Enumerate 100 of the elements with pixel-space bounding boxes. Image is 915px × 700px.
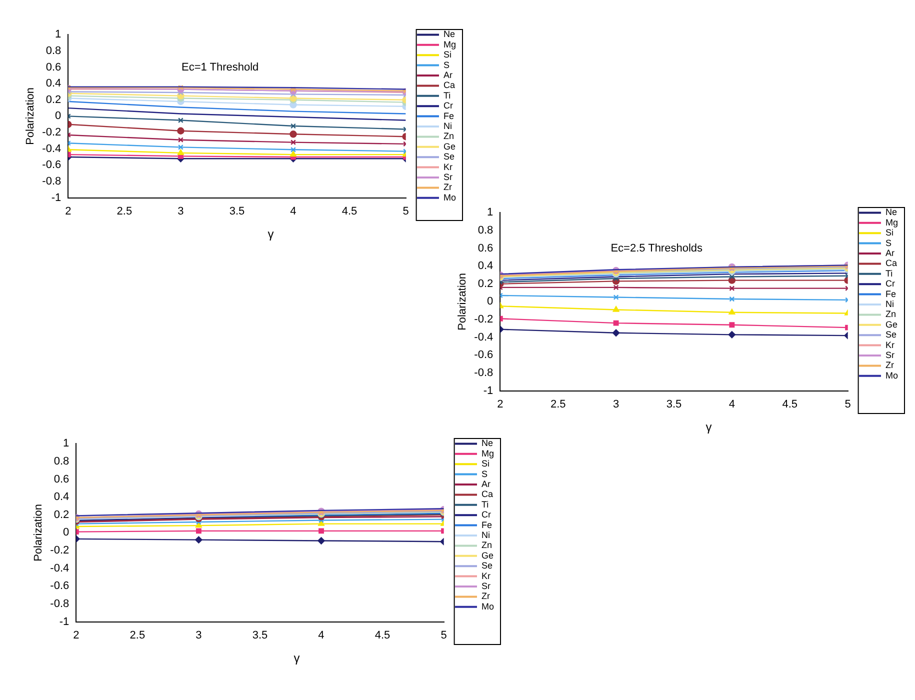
- legend-label: Ca: [444, 80, 456, 90]
- legend-label: Ar: [886, 248, 894, 258]
- legend-label: Ne: [886, 207, 898, 218]
- legend-label: Se: [886, 330, 897, 340]
- legend-label: S: [482, 468, 488, 479]
- x-axis-title: γ: [266, 227, 275, 241]
- x-tick-label: 3.5: [666, 398, 682, 410]
- y-tick-label: -0.2: [50, 544, 70, 557]
- legend-label: Si: [444, 50, 452, 60]
- legend-label: S: [444, 60, 450, 70]
- x-tick-label: 3: [612, 398, 620, 410]
- x-tick-label: 5: [402, 205, 409, 218]
- legend-label: Cr: [886, 278, 895, 289]
- x-tick-label: 5: [844, 398, 851, 410]
- legend-label: Mg: [482, 448, 494, 458]
- x-tick-label: 4: [728, 398, 735, 410]
- legend-label: Se: [444, 152, 455, 162]
- y-tick-label: 0: [63, 526, 70, 539]
- text: Ec=2.5 Thresholds: [610, 242, 704, 254]
- legend-label: Ni: [886, 298, 894, 309]
- y-axis-title: Polarization: [32, 504, 45, 562]
- legend-label: Ar: [444, 70, 452, 80]
- x-tick-label: 2: [497, 398, 504, 410]
- legend-label: Ca: [482, 489, 494, 500]
- x-tick-label: 2.5: [130, 629, 146, 642]
- legend-label: Ne: [482, 438, 494, 448]
- y-tick-label: 0: [487, 296, 494, 308]
- y-tick-label: -0.8: [50, 598, 70, 610]
- x-axis-title: γ: [292, 651, 301, 665]
- y-tick-label: -0.4: [42, 142, 62, 155]
- legend-label: Sr: [444, 172, 452, 182]
- legend-label: Ge: [482, 550, 494, 560]
- y-tick-label: -0.6: [42, 159, 62, 172]
- legend-label: Ge: [886, 319, 898, 330]
- y-tick-label: 1: [63, 438, 70, 450]
- y-tick-label: 0.2: [46, 94, 62, 106]
- x-tick-label: 4: [290, 205, 296, 218]
- y-tick-label: 0.4: [478, 260, 494, 272]
- legend-label: Zn: [444, 131, 454, 142]
- x-tick-label: 4: [318, 629, 324, 642]
- y-tick-label: 0.4: [46, 78, 62, 90]
- y-tick-label: 0.6: [46, 61, 62, 74]
- x-tick-label: 3: [178, 205, 184, 218]
- text: Ec=1 Threshold: [182, 61, 259, 74]
- legend-label: Si: [886, 228, 894, 238]
- y-tick-label: -1: [483, 384, 494, 397]
- x-tick-label: 4.5: [782, 398, 798, 410]
- x-tick-label: 4.5: [342, 205, 358, 218]
- y-axis-title: Polarization: [24, 87, 37, 145]
- legend-label: Ni: [444, 120, 452, 131]
- legend-label: Sr: [886, 350, 894, 360]
- x-tick-label: 4.5: [374, 629, 390, 642]
- legend-label: Si: [482, 458, 490, 469]
- y-tick-label: -0.4: [474, 331, 494, 344]
- x-tick-label: 2: [73, 629, 80, 642]
- legend-label: Zr: [886, 360, 894, 370]
- x-tick-label: 2: [65, 205, 72, 218]
- y-tick-label: -0.6: [50, 580, 70, 592]
- legend-label: Mg: [444, 39, 456, 50]
- legend-label: Ti: [886, 268, 893, 278]
- legend-label: Sr: [482, 580, 490, 591]
- legend-label: Zr: [482, 591, 490, 602]
- y-tick-label: 0.8: [46, 44, 62, 57]
- x-tick-label: 2.5: [550, 398, 566, 410]
- x-tick-label: 2.5: [116, 205, 132, 218]
- y-tick-label: 0.6: [478, 242, 494, 254]
- legend-label: Mg: [886, 217, 898, 228]
- legend-label: Ni: [482, 530, 490, 540]
- y-tick-label: 0.2: [54, 508, 70, 521]
- y-tick-label: -0.8: [42, 176, 62, 188]
- x-tick-label: 3: [196, 629, 202, 642]
- y-tick-label: -0.6: [474, 349, 494, 362]
- y-tick-label: -0.2: [42, 126, 62, 139]
- legend-label: Kr: [444, 162, 452, 172]
- y-tick-label: 0.8: [54, 455, 70, 468]
- legend-label: Kr: [886, 340, 894, 350]
- y-tick-label: 0.2: [478, 278, 494, 290]
- legend-label: Ge: [444, 141, 456, 152]
- legend-label: Ti: [482, 499, 489, 510]
- y-tick-label: -1: [59, 616, 70, 628]
- y-tick-label: 0: [55, 110, 62, 122]
- legend-label: Zr: [444, 182, 452, 192]
- x-tick-label: 3.5: [229, 205, 245, 218]
- y-tick-label: 0.4: [54, 491, 70, 504]
- legend-label: Ar: [482, 478, 490, 489]
- y-tick-label: -0.4: [50, 562, 70, 574]
- legend-label: Mo: [886, 370, 898, 380]
- legend-label: Ti: [444, 90, 451, 100]
- y-tick-label: -0.2: [474, 314, 494, 326]
- legend-label: Ca: [886, 258, 898, 268]
- y-tick-label: 0.6: [54, 473, 70, 486]
- y-tick-label: 1: [55, 28, 62, 41]
- x-axis-title: γ: [704, 420, 713, 434]
- x-tick-label: 3.5: [252, 629, 268, 642]
- legend-label: Fe: [444, 110, 454, 121]
- legend-label: Ne: [444, 29, 456, 40]
- legend-label: Se: [482, 560, 493, 571]
- legend-label: Fe: [482, 520, 492, 530]
- y-axis-title: Polarization: [456, 272, 469, 330]
- legend-label: S: [886, 238, 892, 248]
